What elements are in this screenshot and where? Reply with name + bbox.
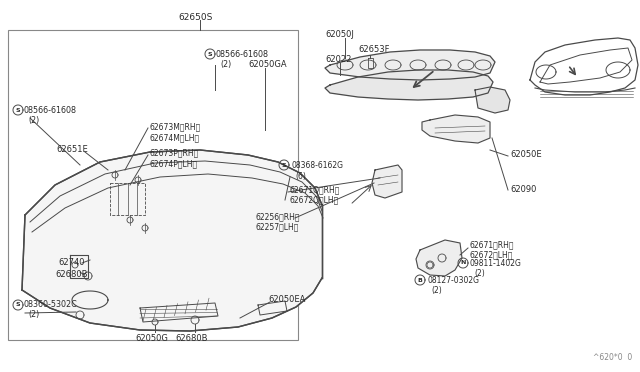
Text: 08360-5302C: 08360-5302C xyxy=(24,300,77,309)
Text: (2): (2) xyxy=(28,310,39,319)
Text: (2): (2) xyxy=(474,269,484,278)
Text: 08368-6162G: 08368-6162G xyxy=(291,161,343,170)
Text: 62650S: 62650S xyxy=(178,13,212,22)
Text: 62651E: 62651E xyxy=(56,145,88,154)
Text: 62653F: 62653F xyxy=(358,45,390,54)
Text: 62672〈LH〉: 62672〈LH〉 xyxy=(470,250,513,259)
Text: (6): (6) xyxy=(295,172,306,181)
Text: 08127-0302G: 08127-0302G xyxy=(427,276,479,285)
Text: 62257〈LH〉: 62257〈LH〉 xyxy=(255,222,298,231)
Text: 08566-61608: 08566-61608 xyxy=(24,106,77,115)
Text: 62674M〈LH〉: 62674M〈LH〉 xyxy=(150,133,200,142)
Polygon shape xyxy=(416,240,462,276)
Text: 62672Q〈LH〉: 62672Q〈LH〉 xyxy=(290,195,339,204)
Text: 09811-1402G: 09811-1402G xyxy=(470,259,522,268)
Text: 62050GA: 62050GA xyxy=(248,60,287,69)
Text: (2): (2) xyxy=(28,116,39,125)
Polygon shape xyxy=(325,50,495,80)
Text: S: S xyxy=(16,108,20,112)
Text: 62090: 62090 xyxy=(510,185,536,194)
Text: 62673P〈RH〉: 62673P〈RH〉 xyxy=(150,148,199,157)
Text: 62050G: 62050G xyxy=(135,334,168,343)
Text: S: S xyxy=(208,51,212,57)
Polygon shape xyxy=(325,70,493,100)
Text: N: N xyxy=(460,260,466,266)
Polygon shape xyxy=(372,165,402,198)
Text: S: S xyxy=(16,302,20,308)
Polygon shape xyxy=(475,87,510,113)
Text: 62680B: 62680B xyxy=(55,270,88,279)
Text: 62740: 62740 xyxy=(58,258,84,267)
Bar xyxy=(8,30,298,340)
Text: ^620*0  0: ^620*0 0 xyxy=(593,353,632,362)
Text: 62256〈RH〉: 62256〈RH〉 xyxy=(255,212,300,221)
Text: 62680B: 62680B xyxy=(175,334,207,343)
Text: 62050EA: 62050EA xyxy=(268,295,305,304)
Text: B: B xyxy=(417,278,422,282)
Text: S: S xyxy=(282,163,286,167)
Text: 62671Q〈RH〉: 62671Q〈RH〉 xyxy=(290,185,340,194)
Text: 62050J: 62050J xyxy=(325,30,354,39)
Text: (2): (2) xyxy=(220,60,231,69)
Polygon shape xyxy=(422,115,490,143)
Text: 62671〈RH〉: 62671〈RH〉 xyxy=(470,240,515,249)
Text: 62050E: 62050E xyxy=(510,150,541,159)
Text: 62674P〈LH〉: 62674P〈LH〉 xyxy=(150,159,198,168)
Text: 62022: 62022 xyxy=(325,55,351,64)
Text: (2): (2) xyxy=(431,286,442,295)
Polygon shape xyxy=(22,150,322,331)
Text: 62673M〈RH〉: 62673M〈RH〉 xyxy=(150,122,201,131)
Text: 08566-61608: 08566-61608 xyxy=(216,50,269,59)
